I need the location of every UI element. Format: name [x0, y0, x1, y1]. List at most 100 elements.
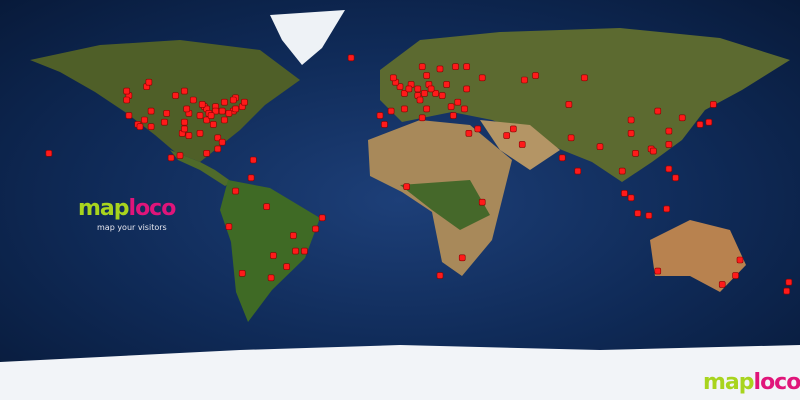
- visitor-marker: [318, 214, 326, 222]
- visitor-marker: [301, 247, 308, 255]
- visitor-marker: [665, 165, 673, 173]
- maploco-corner-logo[interactable]: maploco: [703, 370, 800, 395]
- visitor-marker: [458, 254, 466, 262]
- visitor-marker: [663, 205, 670, 213]
- visitor-marker: [214, 134, 222, 142]
- visitor-marker: [665, 141, 673, 148]
- eurasia: [380, 28, 790, 182]
- visitor-marker: [167, 154, 175, 162]
- visitor-marker: [696, 121, 704, 128]
- visitor-marker: [401, 90, 408, 97]
- visitor-marker: [230, 96, 237, 104]
- logo-loco-text: loco: [128, 196, 177, 221]
- visitor-marker: [474, 125, 482, 133]
- visitor-marker: [401, 105, 408, 113]
- visitor-marker: [198, 101, 206, 108]
- visitor-marker: [123, 96, 130, 104]
- visitor-marker: [574, 167, 582, 175]
- visitor-marker: [181, 118, 188, 126]
- visitor-marker: [443, 81, 450, 88]
- visitor-marker: [478, 198, 486, 206]
- visitor-marker: [736, 256, 744, 264]
- visitor-marker: [185, 132, 193, 139]
- visitor-marker: [347, 54, 355, 62]
- maploco-logo[interactable]: maploco: [78, 196, 177, 221]
- visitor-marker: [432, 90, 439, 97]
- visitor-marker: [705, 118, 713, 126]
- visitor-marker: [478, 74, 486, 82]
- visitor-marker: [387, 107, 395, 115]
- visitor-marker: [283, 263, 290, 270]
- visitor-marker: [267, 274, 275, 282]
- visitor-marker: [423, 105, 430, 113]
- visitor-marker: [123, 87, 130, 95]
- visitor-marker: [396, 83, 404, 90]
- visitor-marker: [452, 63, 459, 70]
- north-america: [30, 40, 300, 162]
- central-america: [170, 150, 232, 186]
- visitor-marker: [718, 281, 726, 288]
- visitor-marker: [203, 116, 210, 124]
- visitor-marker: [221, 116, 228, 124]
- visitor-marker: [214, 145, 222, 153]
- visitor-marker: [621, 190, 628, 197]
- visitor-marker: [290, 232, 297, 239]
- visitor-marker: [632, 150, 639, 157]
- visitor-marker: [221, 98, 228, 106]
- visitor-marker: [463, 85, 470, 93]
- visitor-marker: [416, 96, 424, 104]
- visitor-marker: [241, 98, 248, 106]
- visitor-markers: [45, 54, 793, 295]
- visitor-marker: [465, 130, 473, 137]
- visitor-marker: [521, 76, 528, 84]
- visitor-marker: [418, 114, 426, 122]
- visitor-marker: [161, 118, 168, 126]
- visitor-marker: [414, 85, 422, 93]
- logo-map-text: map: [78, 196, 130, 221]
- visitor-marker: [238, 270, 246, 277]
- visitor-marker: [176, 152, 184, 159]
- visitor-marker: [565, 101, 573, 108]
- visitor-marker: [596, 143, 604, 150]
- corner-logo-loco-text: loco: [753, 370, 800, 395]
- visitor-marker: [183, 105, 190, 113]
- visitor-marker: [196, 130, 204, 137]
- visitor-marker: [190, 96, 197, 104]
- visitor-marker: [225, 223, 233, 230]
- visitor-marker: [292, 247, 299, 255]
- visitor-marker: [250, 156, 257, 164]
- visitor-marker: [450, 112, 457, 119]
- visitor-marker: [678, 114, 686, 122]
- visitor-marker: [665, 127, 673, 135]
- visitor-marker: [532, 72, 539, 79]
- land-masses: [0, 10, 800, 400]
- visitor-marker: [645, 212, 653, 219]
- logo-tagline: map your visitors: [97, 223, 167, 232]
- visitor-marker: [45, 150, 53, 157]
- australia: [650, 220, 746, 292]
- visitor-marker: [581, 74, 588, 82]
- visitor-marker: [783, 287, 790, 295]
- visitor-marker: [141, 116, 148, 124]
- visitor-marker: [147, 123, 155, 130]
- visitor-marker: [376, 112, 384, 119]
- visitor-marker: [627, 116, 635, 124]
- visitor-marker: [196, 112, 204, 119]
- visitor-marker: [270, 252, 277, 259]
- visitor-marker: [463, 63, 470, 70]
- visitor-marker: [438, 92, 446, 99]
- central-africa: [400, 180, 490, 230]
- visitor-marker: [427, 85, 435, 93]
- south-america: [220, 180, 320, 322]
- visitor-marker: [627, 130, 635, 137]
- visitor-marker: [381, 121, 388, 128]
- greenland: [270, 10, 345, 65]
- visitor-marker: [181, 125, 188, 133]
- visitor-marker: [418, 63, 426, 70]
- visitor-marker: [263, 203, 270, 210]
- visitor-marker: [212, 107, 219, 115]
- visitor-marker: [403, 183, 410, 190]
- visitor-marker: [654, 267, 662, 275]
